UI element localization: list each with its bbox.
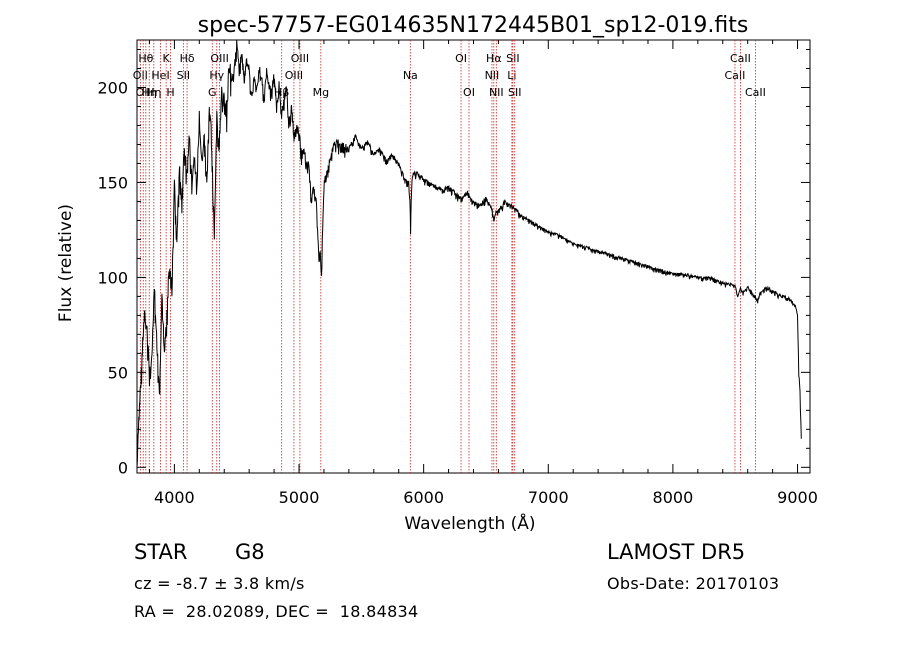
plot-frame	[136, 39, 811, 474]
line-marker-label-17: Na	[403, 69, 418, 82]
y-tick-label-3: 150	[97, 173, 128, 192]
axis-ticks: 4000 5000 6000 7000 8000 9000 0 50 100 150 200	[97, 40, 818, 507]
line-marker-label-10: G	[208, 86, 217, 99]
y-axis-label: Flux (relative)	[56, 204, 76, 322]
coordinates: RA = 28.02089, DEC = 18.84834	[134, 602, 419, 621]
object-subclass: G8	[235, 540, 265, 564]
line-marker-label-1: OII	[136, 86, 151, 99]
line-marker-label-25: SII	[508, 86, 521, 99]
line-marker-label-11: Hγ	[209, 69, 224, 82]
y-tick-label-0: 0	[118, 458, 128, 477]
chart-title: spec-57757-EG014635N172445B01_sp12-019.f…	[198, 13, 749, 38]
line-marker-label-24: SII	[506, 52, 519, 65]
line-marker-label-21: Hα	[486, 52, 502, 65]
y-tick-label-2: 100	[97, 268, 128, 287]
line-marker-label-18: OI	[455, 52, 467, 65]
observation-date: Obs-Date: 20170103	[607, 574, 780, 593]
object-class: STAR	[134, 540, 188, 564]
line-marker-label-8: SII	[177, 69, 190, 82]
y-tick-label-4: 200	[97, 78, 128, 97]
x-axis-label: Wavelength (Å)	[404, 512, 535, 534]
line-marker-label-9: Hδ	[180, 52, 195, 65]
line-marker-label-6: K	[163, 52, 171, 65]
line-marker-label-14: OIII	[285, 69, 303, 82]
survey-name: LAMOST DR5	[607, 540, 746, 564]
line-marker-label-15: OIII	[291, 52, 309, 65]
x-tick-label-5: 9000	[777, 488, 818, 507]
line-marker-label-26: CaII	[725, 69, 746, 82]
line-marker-label-4: Hη	[146, 86, 161, 99]
spectrum-chart: OIIOIIHθHηHηHeIKHSIIHδGHγOIIIHβOIIIOIIIM…	[56, 13, 818, 534]
x-tick-label-0: 4000	[154, 488, 195, 507]
line-marker-label-3: Hη	[142, 86, 157, 99]
line-marker-label-28: CaII	[745, 86, 766, 99]
line-marker-label-20: NII	[485, 69, 500, 82]
line-marker-label-7: H	[166, 86, 174, 99]
x-tick-label-2: 6000	[403, 488, 444, 507]
x-tick-label-1: 5000	[279, 488, 320, 507]
line-marker-label-0: OII	[133, 69, 148, 82]
spectrum-line	[136, 40, 802, 467]
y-tick-label-1: 50	[108, 363, 128, 382]
redshift-velocity: cz = -8.7 ± 3.8 km/s	[134, 574, 305, 593]
x-tick-label-3: 7000	[528, 488, 569, 507]
line-marker-label-5: HeI	[151, 69, 169, 82]
line-marker-label-27: CaII	[730, 52, 751, 65]
line-marker-label-23: Li	[507, 69, 516, 82]
line-markers: OIIOIIHθHηHηHeIKHSIIHδGHγOIIIHβOIIIOIIIM…	[133, 40, 766, 473]
x-tick-label-4: 8000	[653, 488, 694, 507]
line-marker-label-22: NII	[489, 86, 504, 99]
line-marker-label-12: OIII	[210, 52, 228, 65]
line-marker-label-19: OI	[463, 86, 475, 99]
line-marker-label-2: Hθ	[138, 52, 153, 65]
line-marker-label-16: Mg	[313, 86, 329, 99]
